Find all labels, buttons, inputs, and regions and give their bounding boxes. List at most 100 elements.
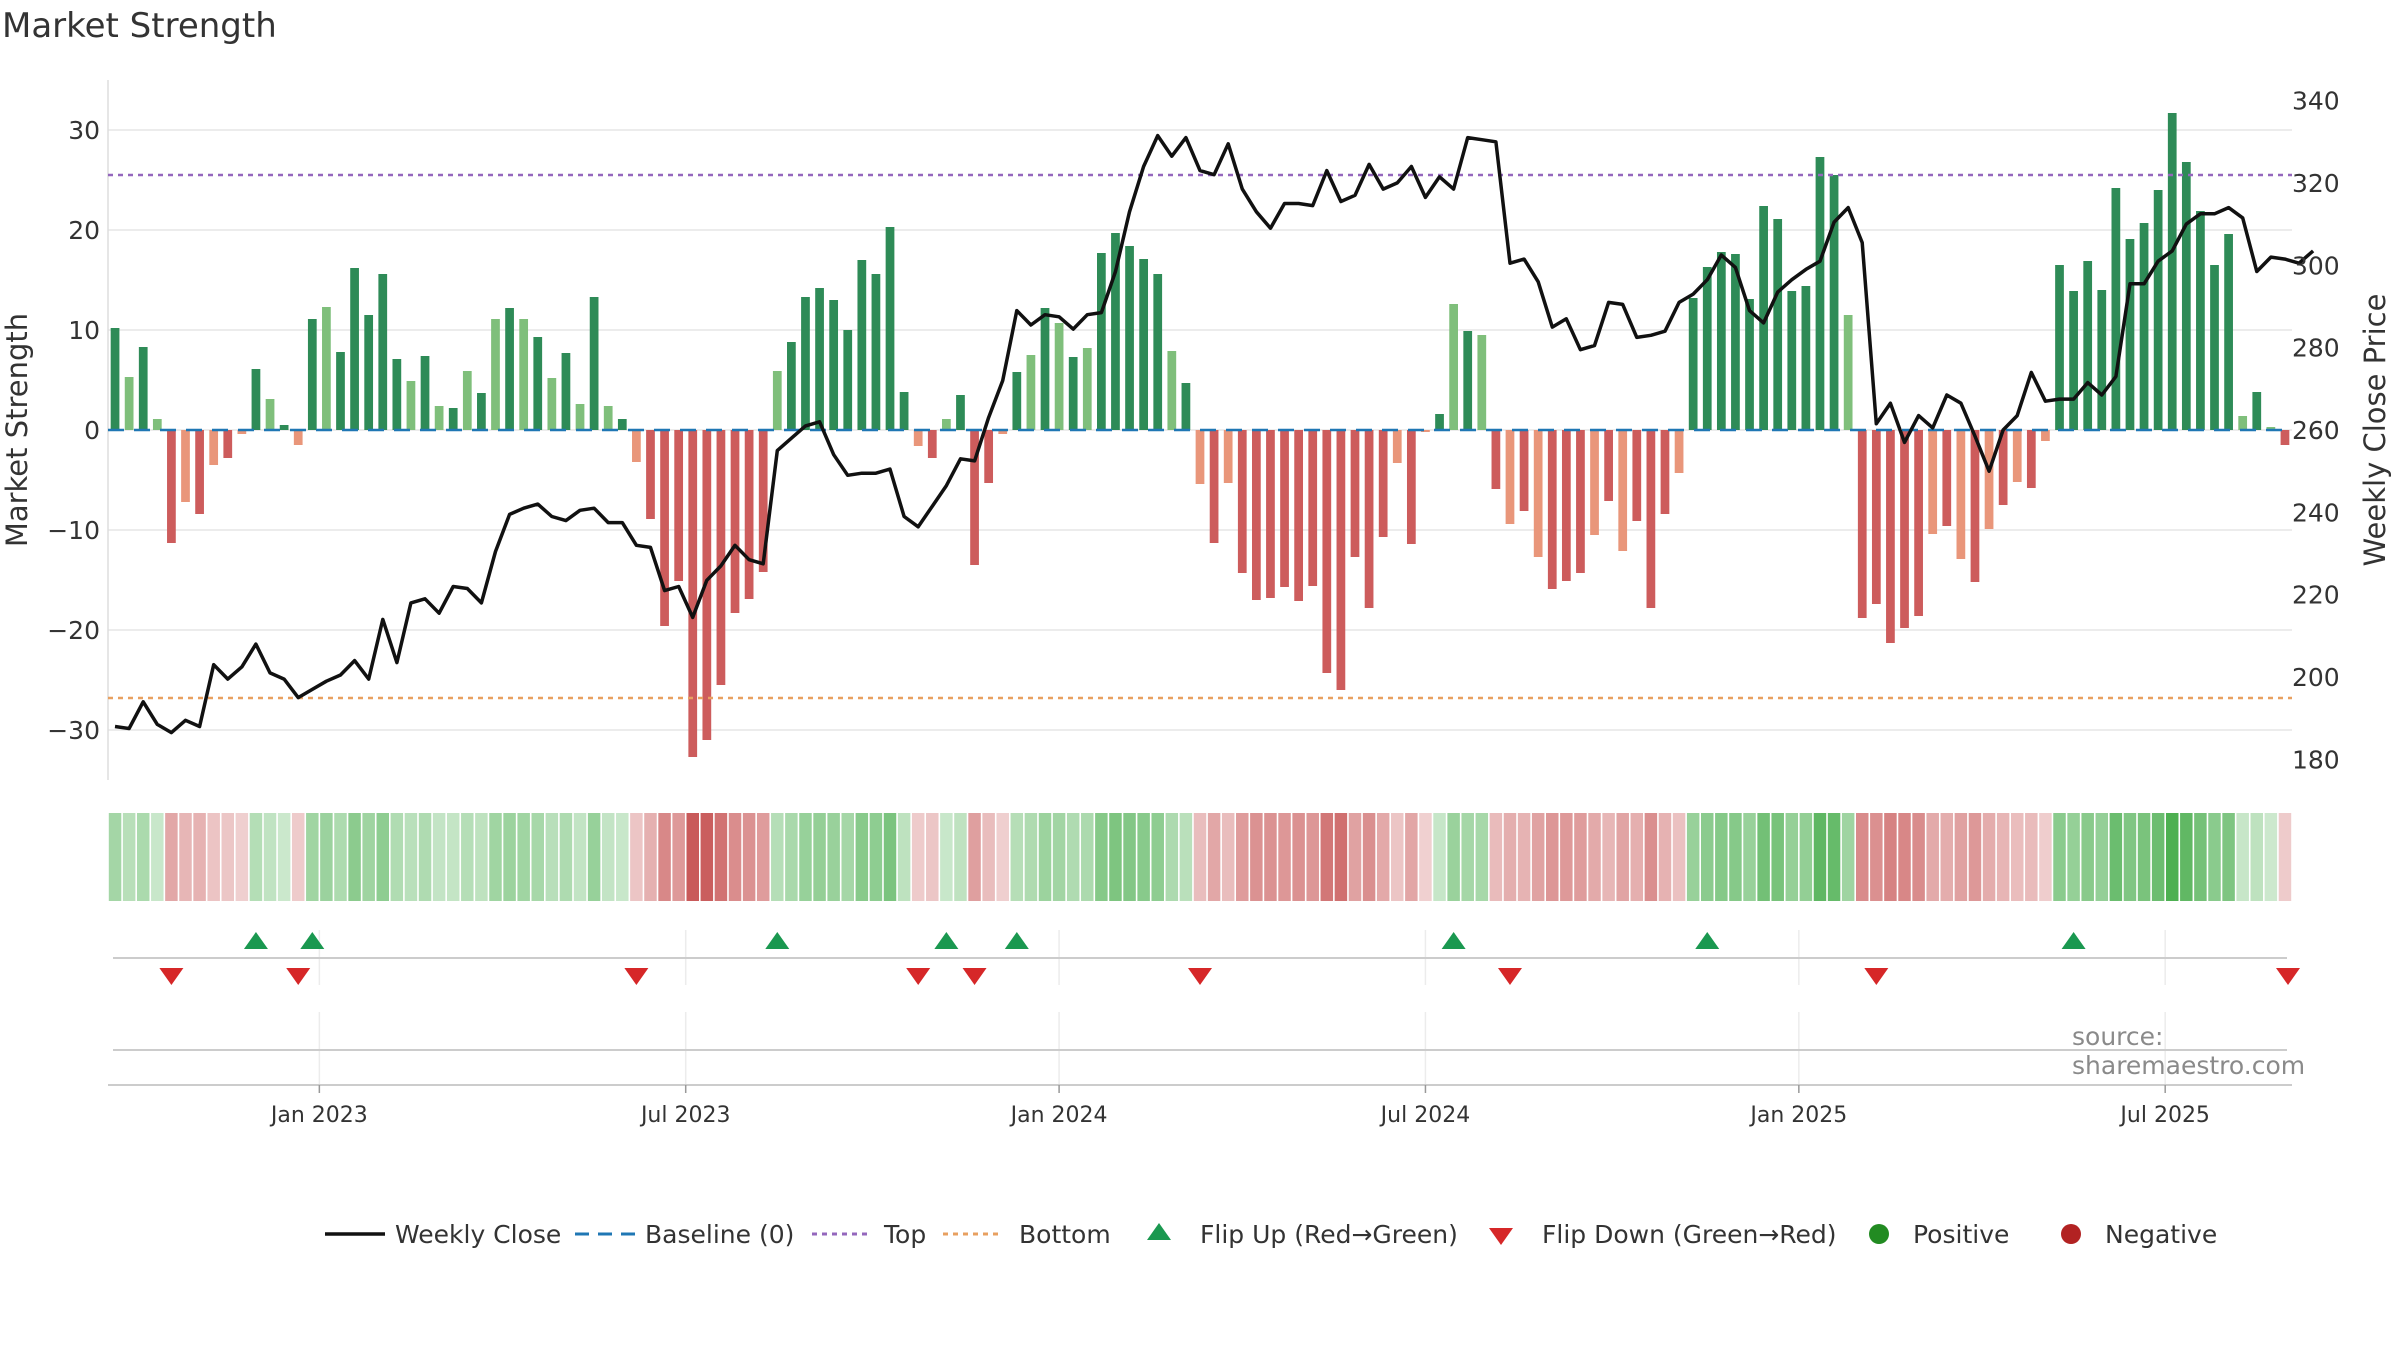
strength-bar [772,371,782,430]
legend-label: Positive [1913,1220,2009,1249]
strength-bar [956,395,965,430]
heat-cell [151,813,164,901]
heat-cell [926,813,939,901]
heat-cell [686,813,699,901]
strength-bar [1421,430,1430,432]
strength-bar [758,430,768,572]
heat-cell [1672,813,1686,901]
strength-bar [209,430,219,465]
strength-bar [181,430,190,502]
legend-swatch-negative [2061,1224,2081,1244]
strength-bar [491,319,500,430]
heat-cell [1813,813,1827,901]
heat-cell [1968,813,1982,901]
flip-down-marker [1864,968,1889,985]
heat-cell [1236,813,1249,901]
heat-cell [1193,813,1207,901]
heat-cell [2180,813,2193,901]
strength-bar [462,371,472,430]
right-tick-label: 240 [2292,498,2340,527]
strength-bar [815,288,824,430]
strength-bar [1209,430,1219,543]
heat-cell [2109,813,2123,901]
heat-cell [531,813,544,901]
strength-bar [1702,267,1712,430]
heat-cell [503,813,516,901]
heat-cell [1306,813,1319,901]
heat-cell [1912,813,1925,901]
strength-bar [237,430,247,434]
heat-cell [545,813,559,901]
strength-bar [1561,430,1571,581]
x-tick-label: Jan 2025 [1748,1103,1847,1128]
strength-bar [434,406,444,430]
right-tick-label: 200 [2292,663,2340,692]
strength-bar [674,430,684,581]
heat-cell [1179,813,1193,901]
strength-bar [2041,430,2050,441]
strength-bar [1181,383,1191,430]
strength-bar [561,353,571,430]
flip-markers [159,932,2300,985]
heat-cell [1376,813,1390,901]
legend-swatch-flip-down [1489,1228,1513,1245]
heat-cell [1658,813,1672,901]
strength-bar [1237,430,1247,573]
strength-bar [617,419,627,430]
heat-cell [559,813,573,901]
heat-cell [362,813,375,901]
heat-cell [1602,813,1615,901]
strength-bar [2181,162,2191,430]
strength-heat-strip [108,813,2292,901]
legend-swatch-flip-up [1147,1223,1171,1240]
x-tick-label: Jul 2023 [639,1103,731,1128]
strength-bar [1914,430,1923,616]
x-tick-label: Jan 2023 [269,1103,368,1128]
left-tick-label: −10 [47,516,100,545]
heat-cell [869,813,883,901]
legend-label: Baseline (0) [645,1220,794,1249]
heat-cell [1433,813,1446,901]
heat-cell [616,813,629,901]
strength-bar [2097,290,2107,430]
heat-cell [2123,813,2137,901]
heat-cell [573,813,587,901]
x-tick-label: Jul 2025 [2118,1103,2210,1128]
x-axis-ticks: Jan 2023 Jul 2023 Jan 2024 Jul 2024 Jan 2025… [269,1085,2210,1128]
strength-bar [1970,430,1980,582]
right-tick-label: 320 [2292,169,2340,198]
strength-bar [2210,265,2219,430]
heat-cell [2010,813,2024,901]
flip-up-marker [765,932,790,949]
heat-cell [1391,813,1404,901]
strength-bar [787,342,796,430]
heat-cell [2264,813,2278,901]
heat-cell [1926,813,1939,901]
heat-cell [1419,813,1432,901]
strength-bar [1082,348,1092,430]
heat-cell [841,813,854,901]
heat-cell [982,813,995,901]
flip-down-marker [1188,968,1212,985]
strength-bar [1604,430,1613,501]
strength-bar [1956,430,1966,559]
heat-cell [2095,813,2109,901]
right-axis-ticks: 180 200 220 240 260 280 300 320 340 [2292,87,2340,775]
heat-cell [1630,813,1644,901]
flip-down-marker [159,968,184,985]
heat-cell [1996,813,2010,901]
heat-cell [2081,813,2094,901]
heat-cell [1123,813,1136,901]
heat-cell [1264,813,1277,901]
heat-cell [1898,813,1911,901]
strength-bar [547,378,557,430]
strength-bar [2280,430,2290,445]
heat-cell [2053,813,2066,901]
heat-cell [221,813,235,901]
flip-up-marker [934,932,959,949]
heat-cell [1221,813,1235,901]
strength-bar [1688,298,1698,430]
flip-up-marker [243,932,268,949]
strength-bars [110,113,2290,757]
heat-cell [2151,813,2165,901]
